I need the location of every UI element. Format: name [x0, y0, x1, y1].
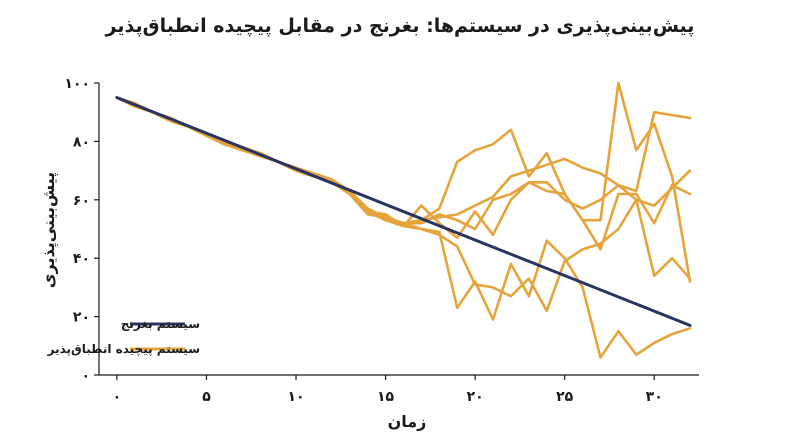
x-tick-label: ۰	[113, 389, 122, 405]
chart-title: پیش‌بینی‌پذیری در سیستم‌ها: بغرنج در مقا…	[105, 15, 695, 37]
x-tick-label: ۲۰	[467, 389, 484, 405]
x-tick-label: ۱۰	[287, 389, 304, 405]
legend-label: سیستم پیچیده انطباق‌پذیر	[47, 342, 200, 356]
plot-area	[115, 81, 692, 359]
series-line-complex-adaptive	[115, 96, 692, 359]
y-tick-label: ۲۰	[73, 310, 90, 326]
y-tick-label: ۸۰	[73, 134, 90, 150]
series-line-complex-adaptive	[115, 96, 692, 231]
x-tick-label: ۳۰	[646, 389, 663, 405]
x-axis: ۰ ۵ ۱۰ ۱۵ ۲۰ ۲۵ ۳۰	[99, 374, 699, 405]
x-tick-label: ۱۵	[377, 389, 395, 405]
series-line-complex-adaptive	[115, 96, 692, 313]
y-tick-label: ۴۰	[73, 251, 90, 267]
legend: سیستم بغرنج سیستم پیچیده انطباق‌پذیر	[47, 317, 200, 356]
y-axis-label: پیش‌بینی‌پذیری	[39, 172, 59, 288]
x-tick-label: ۵	[202, 389, 211, 405]
series-line-complex-adaptive	[115, 81, 692, 283]
x-tick-label: ۲۵	[556, 389, 574, 405]
y-tick-label: ۶۰	[73, 193, 90, 209]
x-axis-label: زمان	[388, 412, 427, 431]
series-line-complex-adaptive	[115, 96, 692, 225]
y-tick-label: ۰	[81, 368, 90, 384]
legend-label: سیستم بغرنج	[121, 317, 200, 331]
series-line-complicated	[115, 96, 692, 327]
y-axis: ۰ ۲۰ ۴۰ ۶۰ ۸۰ ۱۰۰	[64, 76, 100, 384]
y-tick-label: ۱۰۰	[64, 76, 90, 92]
